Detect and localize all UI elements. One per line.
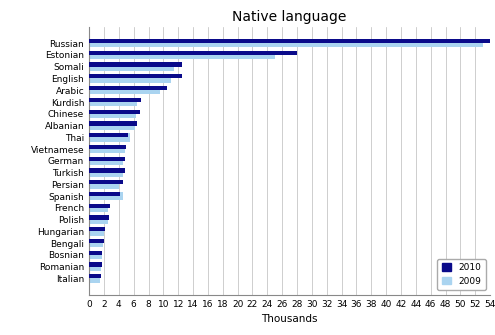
Bar (89, 227, 104, 236)
Bar (89, 110, 136, 118)
Bar (89, 133, 130, 141)
Bar (89, 39, 490, 43)
Bar (89, 274, 101, 278)
Bar (89, 110, 140, 114)
Bar (89, 204, 110, 208)
Bar (89, 262, 101, 271)
Bar (89, 121, 135, 130)
Bar (89, 227, 105, 231)
Bar (89, 168, 123, 177)
Legend: 2010, 2009: 2010, 2009 (438, 259, 486, 290)
Bar (89, 251, 102, 259)
Bar (89, 86, 167, 90)
Bar (89, 86, 159, 94)
Bar (89, 215, 108, 224)
Bar (89, 251, 102, 255)
Bar (89, 168, 125, 173)
Bar (89, 51, 275, 59)
Bar (89, 145, 125, 153)
Bar (89, 133, 128, 137)
Bar (89, 145, 126, 149)
Bar (89, 262, 102, 267)
Bar (89, 180, 119, 189)
Bar (89, 239, 104, 243)
Bar (89, 121, 138, 126)
Bar (89, 156, 125, 161)
Bar (89, 74, 182, 78)
Bar (89, 192, 122, 200)
Bar (89, 180, 122, 184)
Title: Native language: Native language (232, 10, 347, 24)
Bar (89, 274, 100, 283)
Bar (89, 39, 483, 48)
Bar (89, 204, 108, 212)
Bar (89, 98, 141, 102)
X-axis label: Thousands: Thousands (261, 314, 318, 324)
Bar (89, 51, 297, 55)
Bar (89, 74, 171, 83)
Bar (89, 63, 175, 71)
Bar (89, 156, 123, 165)
Bar (89, 98, 138, 106)
Bar (89, 192, 120, 196)
Bar (89, 215, 109, 220)
Bar (89, 63, 182, 67)
Bar (89, 239, 103, 247)
